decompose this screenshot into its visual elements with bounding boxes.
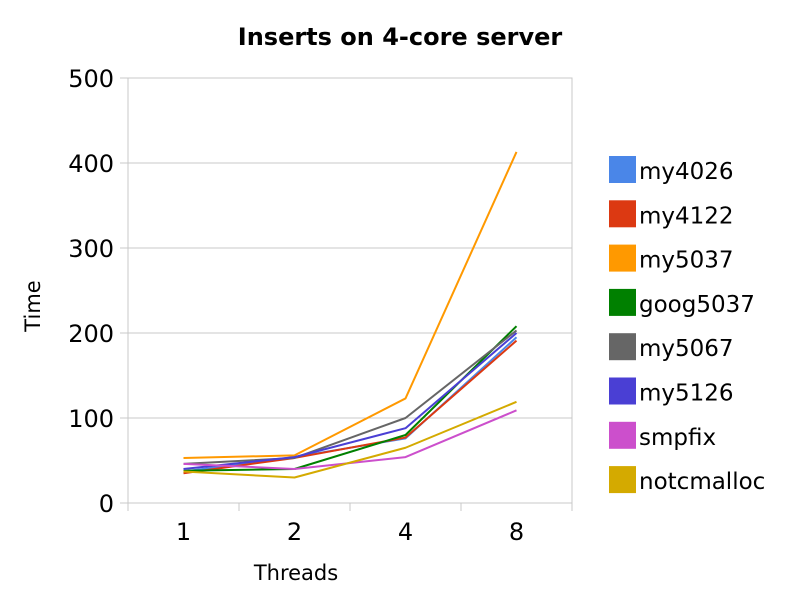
x-tick-label: 2 <box>287 518 302 546</box>
y-axis-ticks: 0 100 200 300 400 500 <box>68 65 128 518</box>
legend-swatch-smpfix <box>609 421 636 449</box>
series-line-my5037 <box>183 151 518 459</box>
plot-area <box>127 77 573 504</box>
legend-label: my4026 <box>639 159 734 185</box>
x-axis-label: Threads <box>253 561 338 585</box>
legend-label: goog5037 <box>639 292 755 318</box>
x-tick-label: 1 <box>176 518 191 546</box>
y-tick-label: 0 <box>99 490 114 518</box>
legend-label: smpfix <box>639 425 716 451</box>
legend: my4026 my4122 my5037 goog5037 my5067 my5126 sm… <box>609 156 765 495</box>
legend-label: my5126 <box>639 381 734 407</box>
legend-swatch-my5067 <box>609 333 636 361</box>
y-tick-label: 400 <box>68 150 114 178</box>
legend-label: my5067 <box>639 336 734 362</box>
y-tick-label: 100 <box>68 405 114 433</box>
legend-label: notcmalloc <box>639 469 765 495</box>
legend-label: my5037 <box>639 248 734 274</box>
series-line-goog5037 <box>183 325 518 472</box>
legend-swatch-goog5037 <box>609 288 636 316</box>
chart-title: Inserts on 4-core server <box>238 23 563 51</box>
y-axis-label: Time <box>21 280 45 332</box>
legend-swatch-my5126 <box>609 377 636 405</box>
legend-label: my4122 <box>639 203 734 229</box>
y-tick-label: 500 <box>68 65 114 93</box>
series-line-notcmalloc <box>183 400 517 479</box>
legend-swatch-my5037 <box>609 244 636 272</box>
gridlines <box>128 162 572 419</box>
legend-swatch-my4122 <box>609 200 636 228</box>
x-tick-label: 8 <box>509 518 524 546</box>
series-line-smpfix <box>183 409 517 470</box>
series-line-my5126 <box>183 332 518 470</box>
x-axis-ticks: 1 2 4 8 <box>127 503 573 546</box>
series-line-my5067 <box>183 329 518 465</box>
y-tick-label: 200 <box>68 320 114 348</box>
y-tick-label: 300 <box>68 235 114 263</box>
legend-swatch-my4026 <box>609 156 636 183</box>
x-tick-label: 4 <box>398 518 413 546</box>
legend-swatch-notcmalloc <box>609 466 636 494</box>
series-lines <box>183 151 518 479</box>
series-line-my4122 <box>183 339 518 475</box>
